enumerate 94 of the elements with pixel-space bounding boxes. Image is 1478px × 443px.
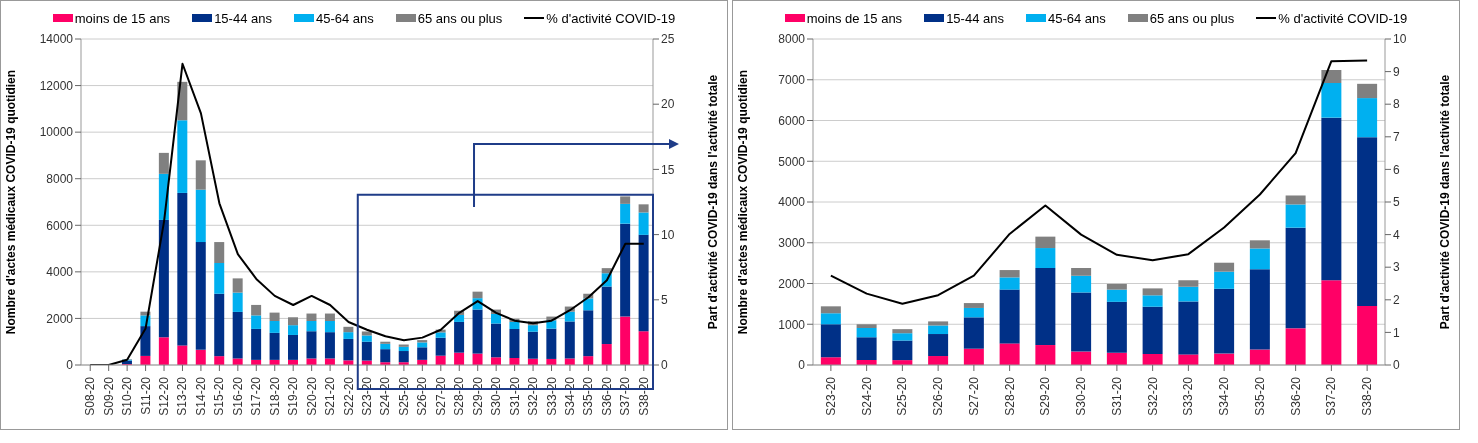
x-tick-label: S35-20 [581, 376, 596, 416]
y2-tick-label: 4 [1393, 227, 1400, 242]
legend-label: 15-44 ans [214, 10, 272, 26]
x-tick-label: S23-20 [360, 376, 374, 416]
x-tick-label: S34-20 [562, 376, 577, 416]
y-tick-label: 3000 [778, 236, 806, 251]
y2-tick-label: 2 [1393, 293, 1400, 308]
x-tick-label: S08-20 [83, 376, 98, 416]
x-tick-label: S26-20 [415, 376, 430, 416]
y-tick-label: 7000 [778, 73, 806, 88]
y-tick-label: 6000 [778, 113, 806, 128]
legend-label: moins de 15 ans [806, 10, 903, 26]
x-tick-label: S36-20 [599, 376, 614, 416]
x-tick-label: S38-20 [636, 376, 651, 416]
x-tick-label: S19-20 [286, 376, 301, 416]
x-tick-label: S21-20 [323, 376, 338, 416]
x-tick-label: S20-20 [304, 376, 319, 416]
y-tick-label: 0 [66, 358, 74, 373]
x-tick-label: S29-20 [470, 376, 485, 416]
x-tick-label: S25-20 [396, 376, 411, 416]
x-tick-label: S27-20 [966, 376, 981, 416]
y2-tick-label: 6 [1393, 162, 1400, 177]
legend-label: 65 ans ou plus [417, 10, 503, 26]
y2-tick-label: 1 [1393, 325, 1400, 340]
x-tick-label: S32-20 [526, 376, 541, 416]
y-tick-label: 8000 [778, 32, 806, 47]
y-tick-label: 12000 [39, 78, 74, 93]
x-tick-label: S11-20 [138, 376, 153, 415]
x-tick-label: S14-20 [193, 376, 208, 416]
x-tick-label: S28-20 [1002, 376, 1017, 416]
x-tick-label: S25-20 [895, 376, 910, 416]
y-tick-label: 4000 [46, 265, 74, 280]
legend-label: 45-64 ans [1047, 10, 1106, 26]
legend-label: % d'activité COVID-19 [546, 10, 676, 26]
x-tick-label: S33-20 [1181, 376, 1196, 416]
y2-tick-label: 5 [1393, 195, 1400, 210]
x-tick-label: S16-20 [230, 376, 245, 416]
y-tick-label: 0 [798, 358, 806, 373]
y-tick-label: 10000 [39, 125, 74, 140]
y-axis-title: Nombre d'actes médicaux COVID-19 quotidien [736, 69, 751, 335]
x-tick-label: S29-20 [1038, 376, 1053, 416]
y2-tick-label: 0 [1393, 358, 1400, 373]
x-tick-label: S09-20 [101, 376, 116, 416]
y-tick-label: 8000 [46, 171, 74, 186]
legend-label: 65 ans ou plus [1149, 10, 1235, 26]
y2-axis-title: Part d'activité COVID-19 dans l'activité totale [1438, 74, 1453, 330]
x-tick-label: S26-20 [931, 376, 946, 416]
y2-tick-label: 3 [1393, 260, 1400, 275]
y2-tick-label: 10 [661, 227, 675, 242]
x-tick-label: S15-20 [212, 376, 227, 416]
y-tick-label: 5000 [778, 154, 806, 169]
y-tick-label: 6000 [46, 218, 74, 233]
legend-label: % d'activité COVID-19 [1278, 10, 1408, 26]
y-axis-title: Nombre d'actes médicaux COVID-19 quotidien [4, 69, 19, 335]
y-tick-label: 4000 [778, 195, 806, 210]
x-tick-label: S32-20 [1145, 376, 1160, 416]
x-tick-label: S13-20 [175, 376, 190, 416]
x-tick-label: S36-20 [1288, 376, 1303, 416]
x-tick-label: S18-20 [267, 376, 282, 416]
x-tick-label: S37-20 [1324, 376, 1339, 416]
y2-tick-label: 0 [661, 358, 668, 373]
x-tick-label: S23-20 [823, 376, 838, 416]
legend-label: moins de 15 ans [74, 10, 171, 26]
x-tick-label: S31-20 [507, 376, 522, 416]
x-tick-label: S12-20 [157, 376, 172, 416]
y2-tick-label: 20 [661, 97, 675, 112]
x-tick-label: S10-20 [120, 376, 135, 416]
y2-tick-label: 5 [661, 293, 668, 308]
x-tick-label: S35-20 [1252, 376, 1267, 416]
x-tick-label: S22-20 [341, 376, 356, 416]
x-tick-label: S28-20 [452, 376, 467, 416]
y2-tick-label: 10 [1393, 32, 1407, 47]
y2-tick-label: 15 [661, 162, 675, 177]
y2-tick-label: 25 [661, 32, 675, 47]
y2-tick-label: 7 [1393, 130, 1400, 145]
x-tick-label: S33-20 [544, 376, 559, 416]
y2-tick-label: 8 [1393, 97, 1400, 112]
y-tick-label: 1000 [778, 317, 806, 332]
x-tick-label: S37-20 [618, 376, 633, 416]
legend-label: 45-64 ans [315, 10, 374, 26]
y-tick-label: 2000 [778, 276, 806, 291]
x-tick-label: S38-20 [1360, 376, 1375, 416]
y2-axis-title: Part d'activité COVID-19 dans l'activité totale [706, 74, 721, 330]
y-tick-label: 14000 [39, 32, 74, 47]
x-tick-label: S31-20 [1109, 376, 1124, 416]
x-tick-label: S24-20 [859, 376, 874, 416]
x-tick-label: S34-20 [1217, 376, 1232, 416]
y-tick-label: 2000 [46, 311, 74, 326]
x-tick-label: S24-20 [378, 376, 393, 416]
x-tick-label: S30-20 [489, 376, 504, 416]
x-tick-label: S30-20 [1074, 376, 1089, 416]
y2-tick-label: 9 [1393, 64, 1400, 79]
legend-label: 15-44 ans [946, 10, 1004, 26]
x-tick-label: S17-20 [249, 376, 264, 416]
